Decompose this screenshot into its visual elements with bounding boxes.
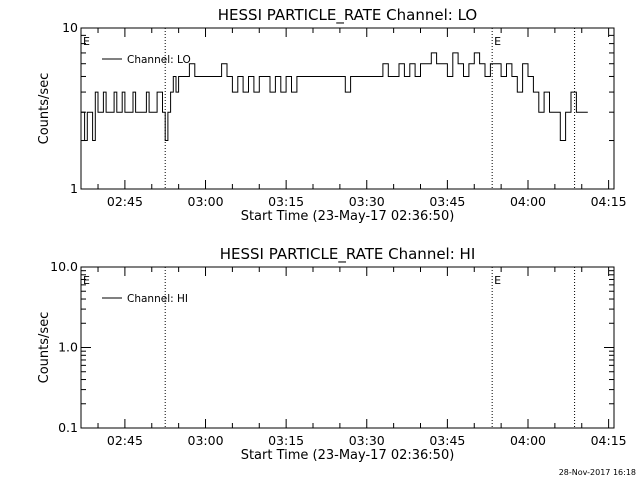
x-tick-label: 02:45 [107,433,143,448]
panel-channel-hi: HESSI PARTICLE_RATE Channel: HI 0.1 1.0 10.… [37,245,627,463]
x-tick-label: 04:00 [510,433,546,448]
y-tick-label: 10.0 [50,259,78,274]
event-marker: E [494,274,501,287]
x-tick-label: 03:45 [429,433,465,448]
x-tick-label: 03:30 [349,433,385,448]
x-tick-label: 03:45 [429,194,465,209]
plot-frame [80,27,615,190]
panel-channel-lo: HESSI PARTICLE_RATE Channel: LO 1 10 Counts… [37,6,627,224]
plot-frame [80,266,615,429]
y-axis-label: Counts/sec [37,73,52,145]
y-tick-label: 1 [70,181,78,196]
x-tick-label: 03:15 [268,194,304,209]
event-marker: E [83,274,90,287]
x-tick-label: 04:15 [591,433,627,448]
x-axis-label: Start Time (23-May-17 02:36:50) [241,448,455,463]
event-marker: E [494,35,501,48]
footer-timestamp: 28-Nov-2017 16:18 [559,468,636,477]
y-axis-label: Counts/sec [37,312,52,384]
x-tick-label: 02:45 [107,194,143,209]
x-axis-label: Start Time (23-May-17 02:36:50) [241,209,455,224]
x-tick-label: 04:15 [591,194,627,209]
x-tick-label: 03:30 [349,194,385,209]
y-tick-label: 0.1 [58,420,78,435]
legend-label: Channel: HI [127,293,188,305]
x-tick-label: 03:00 [188,433,224,448]
y-tick-label: 1.0 [58,340,78,355]
y-tick-label: 10 [62,20,78,35]
event-marker: E [83,35,90,48]
x-tick-label: 03:15 [268,433,304,448]
x-tick-label: 03:00 [188,194,224,209]
x-tick-label: 04:00 [510,194,546,209]
chart-title: HESSI PARTICLE_RATE Channel: HI [220,245,476,264]
chart-title: HESSI PARTICLE_RATE Channel: LO [218,6,477,25]
legend-label: Channel: LO [127,54,191,66]
series-line [81,52,588,141]
